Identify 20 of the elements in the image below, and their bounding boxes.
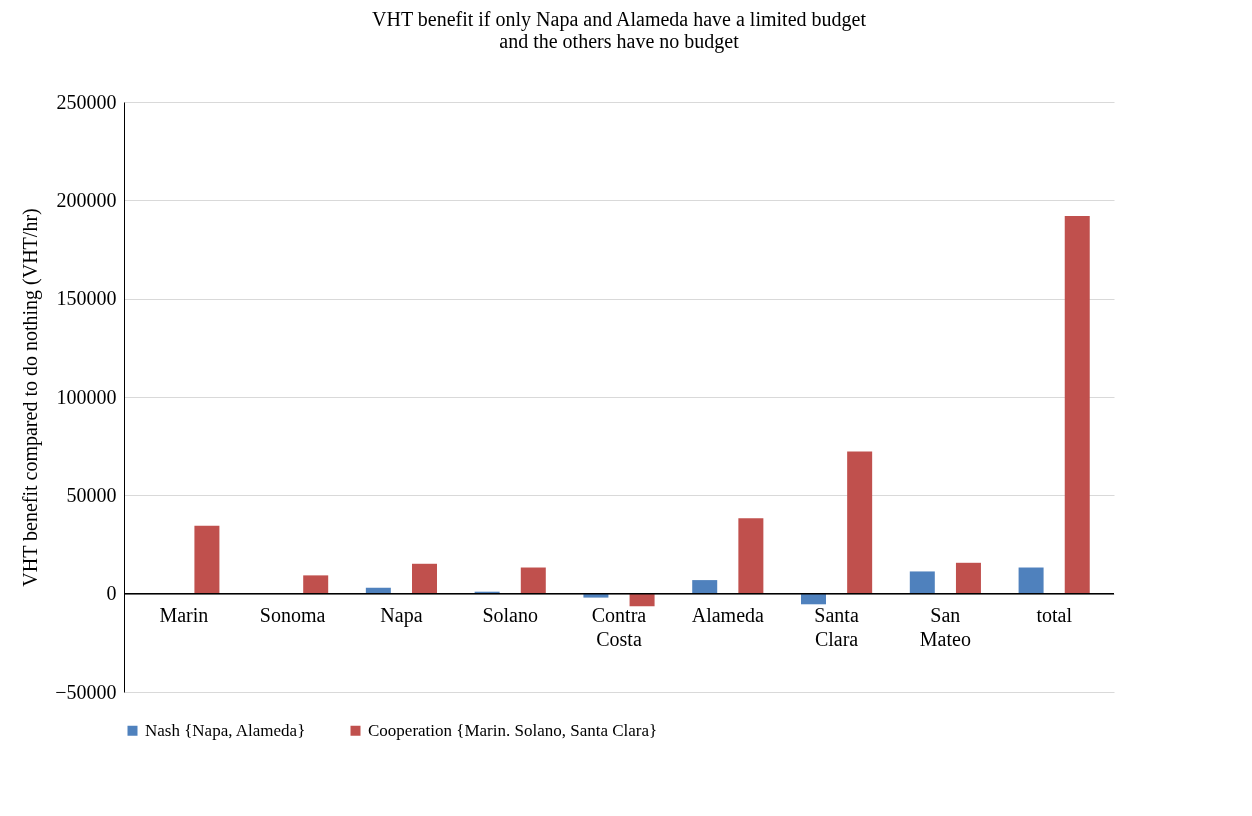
y-tick-label: 100000	[56, 385, 117, 408]
x-tick-label: Solano	[482, 604, 538, 627]
y-tick-label: 200000	[56, 188, 117, 211]
legend-label: Nash {Napa, Alameda}	[145, 720, 306, 740]
x-tick-label: Alameda	[691, 604, 765, 627]
x-tick-label: Contra Costa	[591, 604, 647, 651]
y-axis-title: VHT benefit compared to do nothing (VHT/hr)	[19, 208, 43, 587]
x-tick-label: total	[1036, 604, 1073, 627]
chart-title: VHT benefit if only Napa and Alameda have a limited budget and the others have no budget	[372, 8, 867, 53]
y-tick-label: 0	[106, 582, 117, 605]
y-tick-label: 250000	[56, 90, 117, 113]
x-tick-label: Sonoma	[259, 604, 326, 627]
x-tick-label: Santa Clara	[814, 604, 859, 651]
y-tick-label: 150000	[56, 287, 117, 310]
x-tick-label: Napa	[380, 604, 423, 628]
x-tick-label: Marin	[159, 604, 209, 627]
legend-label: Cooperation {Marin. Solano, Santa Clara}	[368, 720, 658, 740]
x-tick-label: San Mateo	[919, 604, 971, 651]
y-tick-label: 50000	[66, 483, 117, 506]
y-tick-label: −50000	[55, 680, 117, 703]
